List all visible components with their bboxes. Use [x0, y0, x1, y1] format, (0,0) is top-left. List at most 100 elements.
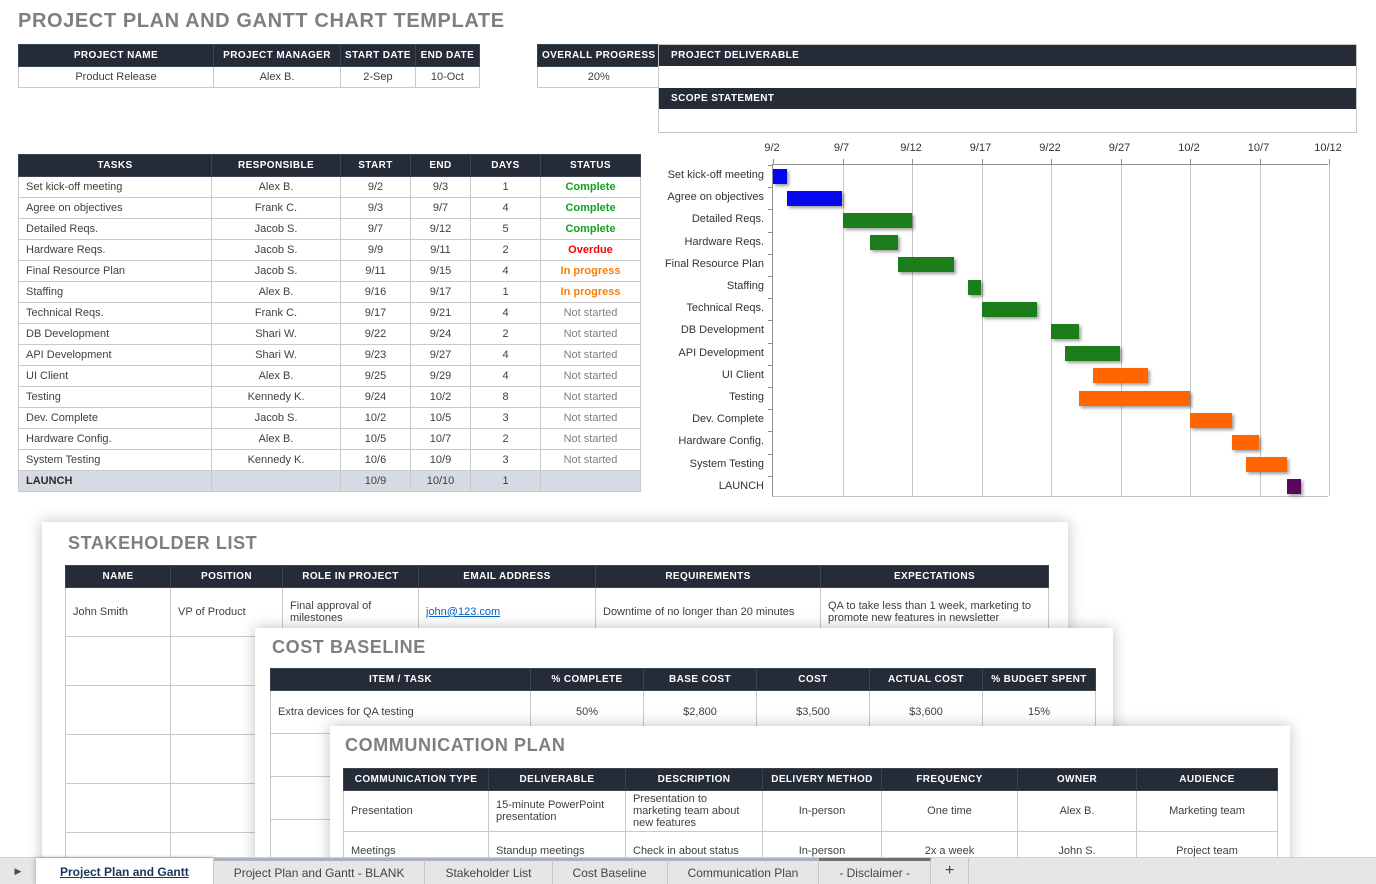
- cell[interactable]: 10/10: [410, 470, 471, 492]
- add-sheet-button[interactable]: +: [931, 858, 970, 884]
- cell[interactable]: System Testing: [18, 449, 212, 471]
- cell[interactable]: 4: [470, 260, 541, 282]
- cell[interactable]: Alex B.: [211, 281, 341, 303]
- gantt-bar[interactable]: [1245, 457, 1288, 473]
- gantt-bar[interactable]: [1190, 412, 1232, 428]
- cell[interactable]: 9/11: [340, 260, 411, 282]
- cell[interactable]: 9/2: [340, 176, 411, 198]
- cell[interactable]: Product Release: [18, 66, 214, 88]
- cell[interactable]: Jacob S.: [211, 239, 341, 261]
- cell[interactable]: Jacob S.: [211, 218, 341, 240]
- cell[interactable]: [65, 636, 171, 686]
- cell[interactable]: 1: [470, 176, 541, 198]
- cell[interactable]: 9/22: [340, 323, 411, 345]
- cell[interactable]: Not started: [540, 323, 641, 345]
- cell[interactable]: Alex B.: [211, 365, 341, 387]
- cell[interactable]: Dev. Complete: [18, 407, 212, 429]
- cell[interactable]: [65, 783, 171, 833]
- cell[interactable]: 9/11: [410, 239, 471, 261]
- cell[interactable]: Testing: [18, 386, 212, 408]
- cell[interactable]: Kennedy K.: [211, 449, 341, 471]
- cell[interactable]: 9/15: [410, 260, 471, 282]
- cell[interactable]: DB Development: [18, 323, 212, 345]
- cell[interactable]: Frank C.: [211, 302, 341, 324]
- gantt-bar[interactable]: [981, 301, 1038, 317]
- cell[interactable]: Not started: [540, 344, 641, 366]
- cell[interactable]: 10/5: [340, 428, 411, 450]
- cell[interactable]: 20%: [536, 66, 661, 88]
- gantt-bar[interactable]: [773, 168, 787, 184]
- cell[interactable]: 10/7: [410, 428, 471, 450]
- cell[interactable]: Alex B.: [211, 176, 341, 198]
- cell[interactable]: 9/24: [340, 386, 411, 408]
- gantt-bar[interactable]: [1092, 368, 1149, 384]
- cell[interactable]: 1: [470, 281, 541, 303]
- cell[interactable]: In progress: [540, 281, 641, 303]
- cell[interactable]: Jacob S.: [211, 407, 341, 429]
- sheet-nav-arrow-icon[interactable]: ▶: [14, 865, 22, 876]
- cell[interactable]: Not started: [540, 449, 641, 471]
- sheet-tab[interactable]: Project Plan and Gantt: [36, 858, 214, 884]
- project-deliverable-field[interactable]: [659, 66, 1356, 88]
- gantt-bar[interactable]: [786, 190, 843, 206]
- email-link[interactable]: john@123.com: [426, 606, 501, 618]
- cell[interactable]: 9/24: [410, 323, 471, 345]
- cell[interactable]: 15-minute PowerPoint presentation: [488, 790, 626, 832]
- sheet-tab[interactable]: Stakeholder List: [425, 858, 553, 884]
- cell[interactable]: Overdue: [540, 239, 641, 261]
- cell[interactable]: [211, 470, 341, 492]
- cell[interactable]: Shari W.: [211, 344, 341, 366]
- cell[interactable]: John Smith: [65, 587, 171, 637]
- scope-statement-field[interactable]: [659, 109, 1356, 131]
- cell[interactable]: 4: [470, 365, 541, 387]
- cell[interactable]: API Development: [18, 344, 212, 366]
- cell[interactable]: 8: [470, 386, 541, 408]
- cell[interactable]: Complete: [540, 218, 641, 240]
- cell[interactable]: Set kick-off meeting: [18, 176, 212, 198]
- cell[interactable]: One time: [881, 790, 1018, 832]
- cell[interactable]: Agree on objectives: [18, 197, 212, 219]
- cell[interactable]: 10/9: [410, 449, 471, 471]
- cell[interactable]: 9/17: [340, 302, 411, 324]
- cell[interactable]: 9/23: [340, 344, 411, 366]
- gantt-bar[interactable]: [1051, 324, 1079, 339]
- cell[interactable]: 10/9: [340, 470, 411, 492]
- cell[interactable]: Not started: [540, 428, 641, 450]
- cell[interactable]: 9/12: [410, 218, 471, 240]
- cell[interactable]: Not started: [540, 302, 641, 324]
- cell[interactable]: Technical Reqs.: [18, 302, 212, 324]
- cell[interactable]: Not started: [540, 365, 641, 387]
- gantt-bar[interactable]: [1078, 390, 1190, 406]
- cell[interactable]: In-person: [762, 790, 882, 832]
- cell[interactable]: 3: [470, 449, 541, 471]
- cell[interactable]: [540, 470, 641, 492]
- cell[interactable]: 2: [470, 428, 541, 450]
- cell[interactable]: Presentation to marketing team about new…: [625, 790, 763, 832]
- cell[interactable]: Kennedy K.: [211, 386, 341, 408]
- cell[interactable]: 10/2: [410, 386, 471, 408]
- cell[interactable]: 4: [470, 344, 541, 366]
- cell[interactable]: 10-Oct: [414, 66, 480, 88]
- gantt-bar[interactable]: [870, 235, 899, 251]
- cell[interactable]: 9/25: [340, 365, 411, 387]
- cell[interactable]: 9/3: [410, 176, 471, 198]
- cell[interactable]: Jacob S.: [211, 260, 341, 282]
- cell[interactable]: Detailed Reqs.: [18, 218, 212, 240]
- cell[interactable]: Marketing team: [1136, 790, 1278, 832]
- cell[interactable]: Complete: [540, 176, 641, 198]
- cell[interactable]: 4: [470, 197, 541, 219]
- cell[interactable]: Hardware Config.: [18, 428, 212, 450]
- cell[interactable]: 2: [470, 239, 541, 261]
- cell[interactable]: Staffing: [18, 281, 212, 303]
- cell[interactable]: VP of Product: [170, 587, 283, 637]
- cell[interactable]: LAUNCH: [18, 470, 212, 492]
- cell[interactable]: 9/7: [340, 218, 411, 240]
- sheet-tab[interactable]: Cost Baseline: [552, 858, 668, 884]
- cell[interactable]: Frank C.: [211, 197, 341, 219]
- gantt-bar[interactable]: [898, 257, 954, 273]
- gantt-bar[interactable]: [967, 279, 982, 295]
- cell[interactable]: Final Resource Plan: [18, 260, 212, 282]
- cell[interactable]: 10/6: [340, 449, 411, 471]
- cell[interactable]: 9/29: [410, 365, 471, 387]
- gantt-bar[interactable]: [1287, 479, 1302, 495]
